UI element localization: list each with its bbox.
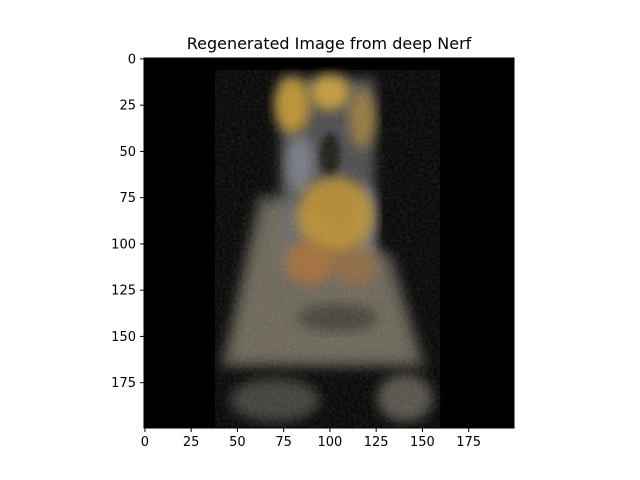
x-tick-label: 75 (275, 435, 292, 450)
regenerated-image (215, 70, 440, 428)
plot-area (143, 57, 515, 429)
y-tick-label: 0 (128, 52, 136, 67)
x-tick-label: 175 (456, 435, 481, 450)
chart-title: Regenerated Image from deep Nerf (187, 34, 472, 53)
x-tick-label: 150 (410, 435, 435, 450)
y-tick-label: 125 (111, 284, 136, 299)
y-tick-label: 150 (111, 330, 136, 345)
plot-frame (143, 57, 515, 429)
y-tick-label: 25 (119, 99, 136, 114)
y-tick-label: 50 (119, 145, 136, 160)
x-tick-label: 125 (364, 435, 389, 450)
y-axis: 0 25 50 75 100 125 150 175 (111, 52, 144, 391)
x-tick-label: 0 (141, 435, 149, 450)
image-noise (215, 70, 440, 428)
y-tick-label: 100 (111, 237, 136, 252)
x-tick-label: 50 (229, 435, 246, 450)
x-axis: 0 25 50 75 100 125 150 175 (141, 428, 481, 450)
x-tick-label: 25 (183, 435, 200, 450)
y-tick-label: 75 (119, 191, 136, 206)
y-tick-label: 175 (111, 376, 136, 391)
x-tick-label: 100 (318, 435, 343, 450)
